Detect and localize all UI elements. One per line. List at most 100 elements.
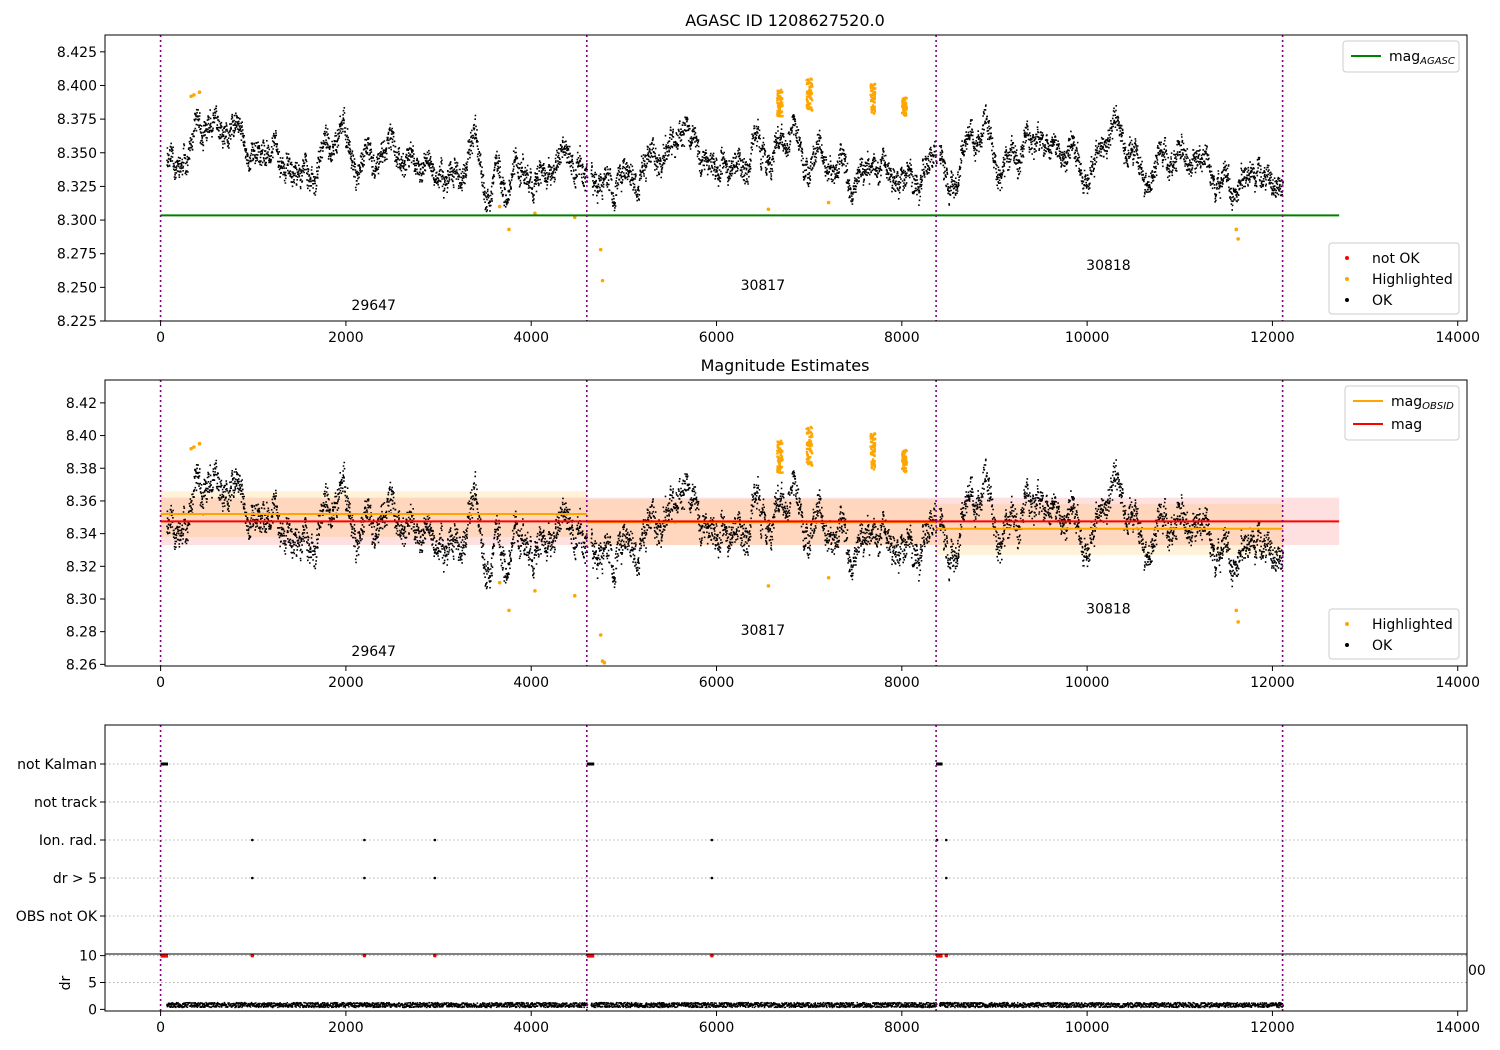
y-axis: 0 5 10 bbox=[79, 949, 105, 1018]
x-axis: 0 2000 4000 6000 8000 10000 12000 14000 bbox=[156, 1011, 1480, 1036]
y-tick-label: 8.400 bbox=[57, 78, 97, 94]
partial-tick-label: 00 bbox=[1468, 963, 1486, 979]
obsid-label: 29647 bbox=[351, 644, 396, 660]
flag-mark bbox=[251, 876, 254, 880]
highlighted-point bbox=[189, 446, 193, 451]
dr-clipped-point bbox=[250, 953, 255, 958]
y-tick-label: not Kalman bbox=[17, 757, 97, 773]
legend-dot-swatch bbox=[1345, 277, 1349, 281]
x-axis: 0 2000 4000 6000 8000 10000 12000 14000 bbox=[156, 666, 1480, 691]
legend-label: Highlighted bbox=[1372, 272, 1453, 288]
highlighted-point bbox=[600, 278, 605, 283]
legend-top: magAGASC bbox=[1342, 40, 1460, 73]
x-tick-label: 6000 bbox=[699, 1020, 735, 1036]
highlighted-point bbox=[766, 584, 771, 588]
x-tick-label: 4000 bbox=[513, 330, 549, 346]
obsid-label: 30818 bbox=[1086, 258, 1131, 274]
x-tick-label: 12000 bbox=[1250, 330, 1295, 346]
x-tick-label: 14000 bbox=[1435, 1020, 1480, 1036]
highlighted-point bbox=[826, 575, 831, 580]
legend-box bbox=[1328, 608, 1460, 660]
chart-title: Magnitude Estimates bbox=[701, 356, 870, 375]
y-tick-label: 8.425 bbox=[57, 45, 97, 61]
x-tick-label: 4000 bbox=[513, 1020, 549, 1036]
y-tick-label: OBS not OK bbox=[16, 909, 98, 925]
plot-area bbox=[105, 725, 1467, 1011]
highlighted-point bbox=[826, 200, 831, 205]
legend-box bbox=[1328, 242, 1460, 315]
x-tick-label: 10000 bbox=[1065, 330, 1110, 346]
flag-mark bbox=[251, 838, 254, 842]
x-tick-label: 0 bbox=[156, 330, 165, 346]
highlighted-cluster-points bbox=[776, 77, 908, 118]
y-tick-label: 8.225 bbox=[57, 314, 97, 330]
y-tick-label: 8.34 bbox=[66, 527, 97, 543]
plot-area: 29647 30817 30818 bbox=[159, 380, 1340, 666]
x-tick-label: 4000 bbox=[513, 675, 549, 691]
flag-mark-range bbox=[936, 762, 943, 766]
flag-mark bbox=[944, 876, 948, 880]
x-tick-label: 10000 bbox=[1065, 675, 1110, 691]
legend-dot-swatch bbox=[1345, 622, 1349, 626]
panel-agasc: AGASC ID 1208627520.0 29647 30817 30818 0 2… bbox=[57, 11, 1480, 346]
plot-clip-group: 29647 30817 30818 bbox=[159, 35, 1340, 321]
panel-flags: not Kalman not track Ion. rad. dr > 5 OBS no… bbox=[16, 724, 1486, 1012]
highlighted-point bbox=[572, 593, 577, 598]
flag-mark bbox=[710, 838, 714, 842]
legend-dot-swatch bbox=[1345, 298, 1349, 302]
flag-mark bbox=[433, 838, 437, 842]
highlighted-point bbox=[602, 660, 607, 665]
x-tick-label: 6000 bbox=[699, 675, 735, 691]
x-tick-label: 12000 bbox=[1250, 1020, 1295, 1036]
axes-frame bbox=[104, 379, 1468, 667]
dr-clipped-point bbox=[944, 953, 949, 958]
obsid-label: 30818 bbox=[1086, 602, 1131, 618]
legend-dot-swatch bbox=[1345, 643, 1349, 647]
dr-clipped-range bbox=[936, 953, 943, 958]
panel-dr: 0 2000 4000 6000 8000 10000 12000 14000 0 5 10 dr bbox=[58, 949, 1480, 1036]
highlighted-point bbox=[572, 215, 577, 220]
highlighted-point bbox=[598, 633, 603, 637]
x-tick-label: 6000 bbox=[699, 330, 735, 346]
highlighted-point bbox=[507, 608, 511, 613]
y-tick-label: 8.300 bbox=[57, 213, 97, 229]
ok-points bbox=[166, 458, 1285, 590]
dr-clipped-range bbox=[586, 953, 595, 958]
x-tick-label: 12000 bbox=[1250, 675, 1295, 691]
x-tick-label: 2000 bbox=[328, 675, 364, 691]
chart-title: AGASC ID 1208627520.0 bbox=[685, 11, 885, 30]
y-tick-label: 8.375 bbox=[57, 112, 97, 128]
y-tick-label: 8.28 bbox=[66, 625, 97, 641]
dr-clipped-point bbox=[362, 953, 367, 958]
y-tick-label: 8.30 bbox=[66, 592, 97, 608]
highlighted-point bbox=[189, 94, 193, 99]
y-tick-label: 5 bbox=[88, 976, 97, 992]
y-tick-label: not track bbox=[34, 795, 98, 811]
dr-clipped-point bbox=[433, 953, 437, 958]
y-axis: 8.26 8.28 8.30 8.32 8.34 8.36 8.38 8.40 8.42 bbox=[66, 396, 105, 673]
y-tick-label: 8.38 bbox=[66, 461, 97, 477]
y-tick-label: 8.36 bbox=[66, 494, 97, 510]
y-tick-label: dr > 5 bbox=[53, 871, 97, 887]
y-tick-label: 10 bbox=[79, 949, 97, 965]
highlighted-point bbox=[533, 211, 537, 216]
highlighted-point bbox=[497, 580, 502, 585]
y-tick-label: 0 bbox=[88, 1002, 97, 1018]
obsid-label: 29647 bbox=[351, 298, 396, 314]
y-axis: not Kalman not track Ion. rad. dr > 5 OBS no… bbox=[16, 757, 105, 925]
highlighted-point bbox=[1236, 237, 1240, 241]
flag-mark bbox=[433, 876, 437, 880]
y-tick-label: 8.32 bbox=[66, 559, 97, 575]
dr-clipped-range bbox=[160, 953, 169, 958]
obsid-label: 30817 bbox=[741, 278, 786, 294]
plot-area: 29647 30817 30818 bbox=[159, 35, 1340, 321]
highlighted-point bbox=[192, 445, 196, 449]
highlighted-point bbox=[1234, 608, 1239, 613]
highlighted-point bbox=[507, 227, 511, 232]
legend-bottom: not OK Highlighted OK bbox=[1328, 242, 1460, 315]
highlighted-point bbox=[192, 93, 196, 97]
y-axis-label: dr bbox=[58, 975, 74, 990]
highlighted-point bbox=[1234, 227, 1239, 232]
x-tick-label: 2000 bbox=[328, 330, 364, 346]
